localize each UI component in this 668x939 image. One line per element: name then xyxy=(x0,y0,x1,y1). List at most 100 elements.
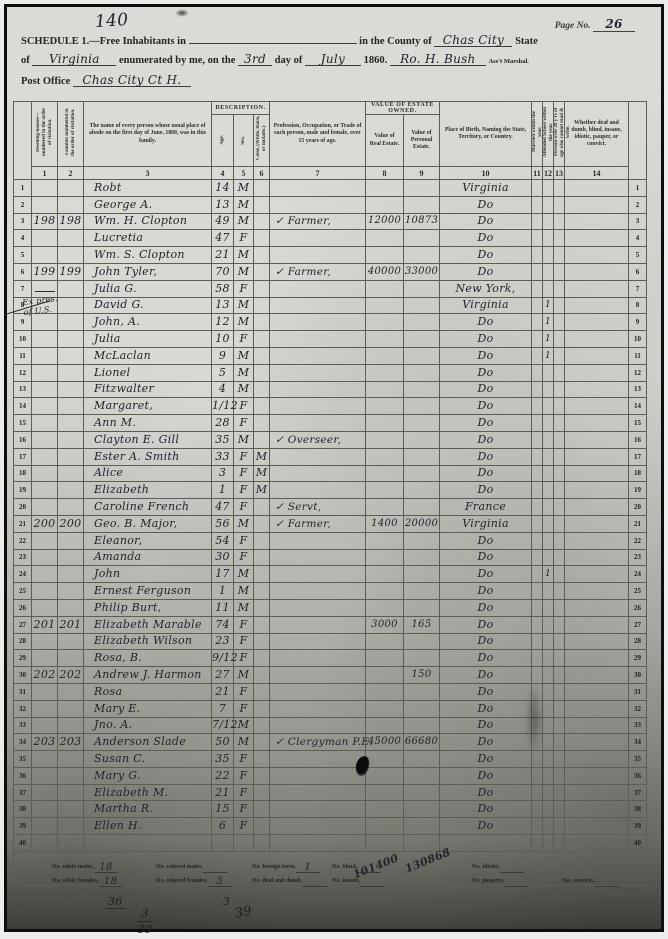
personal-estate-value xyxy=(402,699,441,718)
personal-estate-value xyxy=(402,834,441,852)
personal-estate-value xyxy=(402,179,441,197)
married-mark xyxy=(531,195,544,214)
birthplace-value: Do xyxy=(439,582,533,600)
line-number-left: 39 xyxy=(13,817,32,836)
cannot-read-mark xyxy=(553,498,566,516)
line-number-right: 36 xyxy=(628,766,648,785)
cannot-read-mark xyxy=(553,548,566,567)
occupation-value xyxy=(269,330,366,348)
line-number-right: 12 xyxy=(628,363,648,382)
sex-value: F xyxy=(233,414,254,432)
census-row: 15 Ann M. 28 F Do 15 xyxy=(13,414,648,432)
line-number-left: 32 xyxy=(13,699,32,718)
cannot-read-mark xyxy=(553,212,566,231)
real-estate-value xyxy=(365,666,404,684)
cannot-read-mark xyxy=(553,783,566,802)
line-number-right: 10 xyxy=(628,330,648,348)
occupation-value xyxy=(269,834,366,852)
person-name: John Tyler, xyxy=(83,262,212,281)
birthplace-value: Virginia xyxy=(439,179,533,197)
dwelling-number xyxy=(31,481,58,500)
age-value: 1 xyxy=(211,481,234,500)
color-value xyxy=(253,229,270,248)
married-mark xyxy=(531,582,544,600)
color-value xyxy=(253,800,270,819)
personal-estate-value xyxy=(402,531,441,550)
family-number: 201 xyxy=(57,615,84,634)
married-mark xyxy=(531,212,544,231)
form-header: SCHEDULE 1.—Free Inhabitants in in the C… xyxy=(7,33,661,99)
family-number xyxy=(57,682,84,701)
remarks-value xyxy=(564,582,630,600)
tally-grand-total: 3 39 xyxy=(137,907,153,936)
family-number xyxy=(57,363,84,382)
birthplace-value: Do xyxy=(439,766,533,785)
family-number xyxy=(57,750,84,768)
age-value: 3 xyxy=(211,464,234,483)
school-mark xyxy=(542,212,555,231)
family-number xyxy=(57,548,84,567)
age-value: 27 xyxy=(211,666,234,684)
personal-estate-value: 10873 xyxy=(402,212,441,231)
line-number-left: 21 xyxy=(13,514,32,533)
color-value xyxy=(253,649,270,668)
sex-value xyxy=(233,834,254,852)
married-mark xyxy=(531,565,544,584)
personal-estate-value xyxy=(402,750,441,768)
remarks-value xyxy=(564,565,630,584)
birthplace-value: Do xyxy=(439,632,533,651)
remarks-value xyxy=(564,346,630,365)
school-mark xyxy=(542,733,555,752)
line-number-left: 3 xyxy=(13,212,32,231)
table-body: 1 Robt 14 M Virginia 1 2 George A. 13 M Do 2 3 198 198… xyxy=(13,179,648,852)
census-row: 6 199 199 John Tyler, 70 M ✓ Farmer, 40000 33000… xyxy=(13,262,648,281)
census-row: 31 Rosa 21 F Do 31 xyxy=(13,682,648,701)
census-row: 27 201 201 Elizabeth Marable 74 F 3000 165 Do 27 xyxy=(13,615,648,634)
married-mark xyxy=(531,229,544,248)
real-estate-value xyxy=(365,632,404,651)
dwelling-number xyxy=(31,330,58,348)
color-value: M xyxy=(253,464,270,483)
birthplace-value xyxy=(439,834,533,852)
cannot-read-mark xyxy=(553,296,566,315)
person-name: Elizabeth M. xyxy=(83,783,212,802)
real-estate-value xyxy=(365,246,404,264)
remarks-value xyxy=(564,766,630,785)
dwelling-number xyxy=(31,800,58,819)
dwelling-number: 202 xyxy=(31,666,58,684)
dwelling-number: 200 xyxy=(31,514,58,533)
color-value xyxy=(253,363,270,382)
birthplace-value: Do xyxy=(439,346,533,365)
remarks-value xyxy=(564,481,630,500)
personal-estate-value xyxy=(402,582,441,600)
census-row: 18 Alice 3 F M Do 18 xyxy=(13,464,648,483)
birthplace-value: Do xyxy=(439,313,533,332)
color-value xyxy=(253,565,270,584)
remarks-value xyxy=(564,330,630,348)
cannot-read-mark xyxy=(553,834,566,852)
school-mark xyxy=(542,817,555,836)
birthplace-value: Do xyxy=(439,699,533,718)
real-estate-value: 3000 xyxy=(365,615,404,634)
ink-smudge xyxy=(175,9,189,17)
family-number xyxy=(57,179,84,197)
cannot-read-mark xyxy=(553,716,566,735)
sex-value: F xyxy=(233,498,254,516)
person-name: Ellen H. xyxy=(83,817,212,836)
person-name: Philip Burt, xyxy=(83,598,212,617)
age-value: 1 xyxy=(211,582,234,600)
occupation-value xyxy=(269,464,366,483)
real-estate-value xyxy=(365,783,404,802)
color-value xyxy=(253,766,270,785)
cannot-read-mark xyxy=(553,330,566,348)
school-mark xyxy=(542,750,555,768)
married-mark xyxy=(531,447,544,466)
col-header-age: Age. xyxy=(211,114,234,167)
dwelling-number: 201 xyxy=(31,615,58,634)
family-number xyxy=(57,414,84,432)
dwelling-number xyxy=(31,682,58,701)
real-estate-value xyxy=(365,649,404,668)
age-value: 56 xyxy=(211,514,234,533)
married-mark xyxy=(531,514,544,533)
occupation-value xyxy=(269,716,366,735)
